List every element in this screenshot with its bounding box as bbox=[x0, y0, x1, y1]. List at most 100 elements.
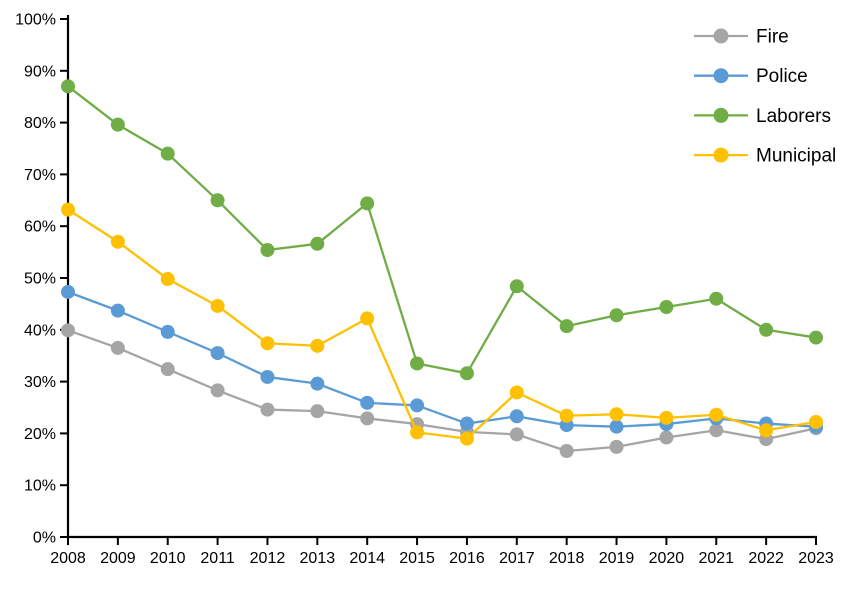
data-point-municipal-2010 bbox=[160, 272, 175, 287]
x-tick-label: 2016 bbox=[449, 550, 485, 567]
data-point-municipal-2014 bbox=[360, 311, 375, 326]
x-tick-label: 2023 bbox=[798, 550, 834, 567]
data-point-laborers-2023 bbox=[809, 330, 823, 345]
data-point-police-2011 bbox=[210, 346, 225, 361]
data-point-municipal-2021 bbox=[709, 407, 724, 422]
data-point-municipal-2008 bbox=[61, 202, 75, 217]
y-tick-label: 50% bbox=[24, 271, 56, 288]
y-tick-label: 80% bbox=[24, 115, 56, 132]
data-point-police-2014 bbox=[360, 395, 375, 410]
series-line-fire bbox=[67, 329, 817, 453]
data-point-municipal-2023 bbox=[809, 415, 823, 430]
series-line-laborers bbox=[67, 85, 817, 375]
axes: 0% 10% 20% 30% 40% 50% 60% 70% 80% 90% 100% 2008 200… bbox=[15, 12, 834, 568]
legend-marker-icon bbox=[713, 28, 729, 44]
legend-label: Fire bbox=[756, 27, 789, 48]
y-tick-label: 40% bbox=[24, 322, 56, 339]
data-point-laborers-2009 bbox=[110, 117, 125, 132]
legend-item-laborers: Laborers bbox=[694, 106, 831, 127]
y-tick-label: 60% bbox=[24, 219, 56, 236]
data-point-municipal-2012 bbox=[260, 336, 275, 351]
data-point-municipal-2015 bbox=[410, 425, 425, 440]
x-tick-label: 2012 bbox=[250, 550, 286, 567]
data-point-police-2013 bbox=[310, 376, 325, 391]
data-point-municipal-2011 bbox=[210, 298, 225, 313]
data-point-municipal-2009 bbox=[110, 234, 125, 249]
data-point-police-2009 bbox=[110, 303, 125, 318]
series-fire bbox=[61, 323, 823, 459]
data-point-municipal-2018 bbox=[559, 408, 574, 423]
y-tick-label: 20% bbox=[24, 426, 56, 443]
y-tick-label: 0% bbox=[33, 530, 56, 547]
x-tick-label: 2020 bbox=[649, 550, 685, 567]
legend-item-fire: Fire bbox=[694, 27, 789, 48]
data-point-laborers-2019 bbox=[609, 308, 624, 323]
data-point-fire-2018 bbox=[559, 444, 574, 459]
data-point-fire-2008 bbox=[61, 323, 75, 338]
x-tick-label: 2014 bbox=[349, 550, 385, 567]
legend-label: Municipal bbox=[756, 146, 836, 167]
data-point-laborers-2015 bbox=[410, 356, 425, 371]
x-tick-label: 2018 bbox=[549, 550, 585, 567]
legend-marker-icon bbox=[713, 147, 729, 163]
data-point-municipal-2017 bbox=[509, 385, 524, 400]
data-point-fire-2014 bbox=[360, 411, 375, 426]
data-point-police-2019 bbox=[609, 419, 624, 434]
y-tick-label: 30% bbox=[24, 374, 56, 391]
data-point-laborers-2018 bbox=[559, 319, 574, 334]
x-tick-label: 2017 bbox=[499, 550, 535, 567]
data-point-fire-2019 bbox=[609, 439, 624, 454]
data-point-laborers-2010 bbox=[160, 146, 175, 161]
x-tick-label: 2013 bbox=[300, 550, 336, 567]
y-tick-label: 70% bbox=[24, 167, 56, 184]
data-point-police-2015 bbox=[410, 398, 425, 413]
data-point-laborers-2022 bbox=[759, 322, 774, 337]
x-tick-label: 2010 bbox=[150, 550, 186, 567]
data-point-fire-2011 bbox=[210, 383, 225, 398]
data-point-laborers-2014 bbox=[360, 196, 375, 211]
legend-item-municipal: Municipal bbox=[694, 146, 836, 167]
series-line-municipal bbox=[67, 208, 817, 440]
data-point-municipal-2020 bbox=[659, 410, 674, 425]
data-point-laborers-2021 bbox=[709, 291, 724, 306]
data-point-laborers-2013 bbox=[310, 236, 325, 251]
series-laborers bbox=[61, 79, 823, 381]
data-point-laborers-2020 bbox=[659, 300, 674, 315]
legend-label: Laborers bbox=[756, 106, 831, 127]
series-line-police bbox=[67, 290, 817, 428]
data-point-municipal-2019 bbox=[609, 407, 624, 422]
x-tick-label: 2019 bbox=[599, 550, 635, 567]
legend-label: Police bbox=[756, 66, 808, 87]
data-point-laborers-2017 bbox=[509, 279, 524, 294]
series-municipal bbox=[61, 202, 823, 446]
data-point-laborers-2011 bbox=[210, 193, 225, 208]
x-tick-label: 2011 bbox=[200, 550, 235, 567]
data-point-fire-2013 bbox=[310, 404, 325, 419]
data-point-police-2008 bbox=[61, 284, 75, 299]
data-point-laborers-2016 bbox=[459, 366, 474, 381]
data-point-laborers-2012 bbox=[260, 243, 275, 258]
data-point-fire-2020 bbox=[659, 430, 674, 445]
x-tick-label: 2015 bbox=[399, 550, 435, 567]
data-point-police-2012 bbox=[260, 369, 275, 384]
data-point-police-2016 bbox=[459, 416, 474, 431]
series-police bbox=[61, 284, 823, 434]
data-point-municipal-2013 bbox=[310, 338, 325, 353]
data-point-fire-2009 bbox=[110, 340, 125, 355]
legend-item-police: Police bbox=[694, 66, 808, 87]
data-point-fire-2017 bbox=[509, 427, 524, 442]
x-tick-label: 2008 bbox=[50, 550, 86, 567]
data-point-laborers-2008 bbox=[61, 79, 75, 94]
y-tick-label: 100% bbox=[15, 12, 56, 29]
data-point-fire-2012 bbox=[260, 402, 275, 417]
y-tick-label: 10% bbox=[24, 478, 56, 495]
x-tick-label: 2021 bbox=[698, 550, 734, 567]
x-tick-label: 2009 bbox=[100, 550, 136, 567]
legend-marker-icon bbox=[713, 107, 729, 123]
legend-marker-icon bbox=[713, 68, 729, 84]
data-point-fire-2021 bbox=[709, 423, 724, 438]
data-point-municipal-2016 bbox=[459, 431, 474, 446]
data-point-municipal-2022 bbox=[759, 423, 774, 438]
